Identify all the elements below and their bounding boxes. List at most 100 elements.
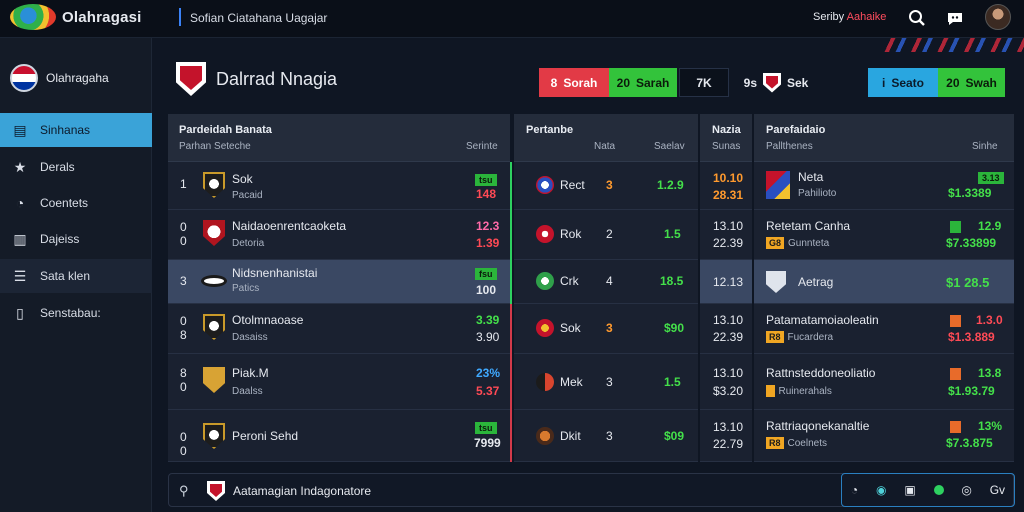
table-row[interactable]: Neta Pahilioto 3.13 $1.3389 <box>754 162 1014 210</box>
odds-value: 13% <box>978 419 1003 433</box>
table-row[interactable]: 13.10 22.79 <box>700 410 752 462</box>
odds-pill-4[interactable]: 9s Sek <box>736 68 816 97</box>
pill-icon: 20 <box>946 75 960 90</box>
card-icon[interactable]: ▣ <box>904 483 916 497</box>
rank: 8 0 <box>180 366 187 394</box>
top-status: Seriby Aahaike <box>813 11 886 23</box>
sidebar-item-dajeiss[interactable]: ▥ Dajeiss <box>0 222 152 256</box>
table-row[interactable]: Rattnsteddoneoliatio Ruinerahals 13.8 $1… <box>754 354 1014 410</box>
table-row[interactable]: 1 Sok Pacaid tsu 148 <box>168 162 510 210</box>
table-row[interactable]: Rect 3 1.2.9 <box>514 162 698 210</box>
toolbar: ◔ ◉ ▣ ◎ Gv <box>841 473 1015 507</box>
divider <box>179 8 181 26</box>
team-sub: Pahilioto <box>798 188 837 199</box>
team-crest-icon <box>536 319 554 337</box>
rank: 1 <box>180 177 187 191</box>
book-icon: ▯ <box>16 304 24 321</box>
sidebar: Olahragaha ▤ Sinhanas ★ Derals ◔ Coentet… <box>0 38 152 512</box>
column-header: Nazia <box>712 124 741 136</box>
stat-value: 3 <box>606 375 613 389</box>
team-crest-icon <box>201 275 227 287</box>
table-row-selected[interactable]: 3 Nidsnenhanistai Patics fsu 100 <box>168 260 510 304</box>
table-row[interactable]: 13.10 $3.20 <box>700 354 752 410</box>
sidebar-item-coentets[interactable]: ◔ Coentets <box>0 186 152 220</box>
sidebar-header-label: Olahragaha <box>46 71 109 85</box>
table-row[interactable]: Sok 3 $90 <box>514 304 698 354</box>
bottom-search-bar[interactable]: ⚲ Aatamagian Indagonatore ◔ ◉ ▣ ◎ Gv <box>168 473 1015 507</box>
search-icon[interactable]: ⚲ <box>179 483 189 498</box>
table-row[interactable]: 0 0 Naidaoenrentcaoketa Detoria 12.3 1.3… <box>168 210 510 260</box>
table-row[interactable]: Retetam Canha G8 Gunnteta 12.9 $7.33899 <box>754 210 1014 260</box>
times-column: Nazia Sunas 10.10 28.31 13.10 22.39 12.1… <box>700 114 752 462</box>
sidebar-item-derals[interactable]: ★ Derals <box>0 150 152 184</box>
sidebar-item-sata-klen[interactable]: ☰ Sata klen <box>0 259 152 293</box>
odds-pill-1[interactable]: 8 Sorah <box>539 68 609 97</box>
column-header: Sinhe <box>972 141 998 152</box>
odds-value: 13.8 <box>978 366 1002 380</box>
search-icon[interactable] <box>906 7 928 29</box>
pill-label: Sek <box>787 75 809 90</box>
column-header: Pardeidah Banata <box>179 124 272 136</box>
stat-badge: 3.13 <box>978 172 1004 184</box>
status-dot-icon[interactable] <box>933 485 944 495</box>
refresh-icon[interactable]: ◔ <box>850 483 859 497</box>
odds-pill-6[interactable]: 20 Swah <box>938 68 1005 97</box>
toolbar-label[interactable]: Gv <box>989 483 1006 497</box>
stat-value: 18.5 <box>660 274 684 288</box>
rank: 0 0 <box>180 430 187 458</box>
table-header: Pertanbe Nata Saelav <box>514 114 698 162</box>
stat-value: 3.39 <box>476 313 500 327</box>
table-row-selected[interactable]: 12.13 <box>700 260 752 304</box>
team-sub: Detoria <box>232 238 265 249</box>
odds-pill-5[interactable]: i Seato <box>868 68 938 97</box>
settings-icon[interactable]: ◎ <box>961 483 972 497</box>
avatar[interactable] <box>985 4 1011 30</box>
time-value: $3.20 <box>713 384 744 398</box>
pill-icon: 9s <box>743 75 757 90</box>
stat-value: 1.2.9 <box>657 178 684 192</box>
team-crest-icon <box>536 176 554 194</box>
pill-label: Swah <box>965 75 997 90</box>
chart-icon: ▤ <box>13 121 27 138</box>
team-crest-icon <box>203 423 225 449</box>
table-row[interactable]: Dkit 3 $09 <box>514 410 698 462</box>
table-row-selected[interactable]: Aetrag $1 28.5 <box>754 260 1014 304</box>
stat-badge: tsu <box>475 422 497 434</box>
team-name: Piak.M <box>232 366 269 380</box>
chat-icon[interactable] <box>944 7 966 29</box>
table-row[interactable]: Crk 4 18.5 <box>514 260 698 304</box>
globe-icon[interactable]: ◉ <box>876 483 887 497</box>
team-sub: Pacaid <box>232 190 263 201</box>
table-row[interactable]: Rok 2 1.5 <box>514 210 698 260</box>
team-name: Aetrag <box>798 275 834 289</box>
team-flag-icon <box>766 171 790 199</box>
column-header: Sunas <box>712 141 741 152</box>
table-row[interactable]: Patamatamoiaoleatin R8 Fucardera 1.3.0 $1… <box>754 304 1014 354</box>
table-row[interactable]: Rattriaqonekanaltie R8 Coelnets 13% $7.3.… <box>754 410 1014 462</box>
time-value: 12.13 <box>713 275 744 289</box>
pill-label: 7K <box>696 75 712 90</box>
app-logo[interactable] <box>10 4 56 30</box>
rank: 3 <box>180 274 187 288</box>
table-row[interactable]: 13.10 22.39 <box>700 304 752 354</box>
table-row[interactable]: 10.10 28.31 <box>700 162 752 210</box>
odds-value: $7.3.875 <box>946 436 993 450</box>
stat-value: $09 <box>664 429 685 443</box>
list-icon: ☰ <box>13 267 27 284</box>
team-sub: Patics <box>232 283 260 294</box>
table-row[interactable]: Mek 3 1.5 <box>514 354 698 410</box>
sidebar-header[interactable]: Olahragaha <box>10 64 109 92</box>
stat-value: 1.5 <box>664 227 681 241</box>
team-crest-icon <box>766 271 786 293</box>
table-row[interactable]: 13.10 22.39 <box>700 210 752 260</box>
odds-value: $1.3389 <box>948 186 992 200</box>
table-row[interactable]: 8 0 Piak.M Daalss 23% 5.37 <box>168 354 510 410</box>
table-row[interactable]: 0 0 Peroni Sehd tsu 7999 <box>168 410 510 462</box>
stat-value: 100 <box>476 283 497 297</box>
sidebar-item-senstabau[interactable]: ▯ Senstabau: <box>0 296 152 330</box>
sidebar-item-sinhanas[interactable]: ▤ Sinhanas <box>0 113 152 147</box>
table-row[interactable]: 0 8 Otolmnaoase Dasaiss 3.39 3.90 <box>168 304 510 354</box>
stat-value: 3 <box>606 321 613 335</box>
odds-pill-3[interactable]: 7K <box>679 68 729 97</box>
odds-pill-2[interactable]: 20 Sarah <box>609 68 677 97</box>
